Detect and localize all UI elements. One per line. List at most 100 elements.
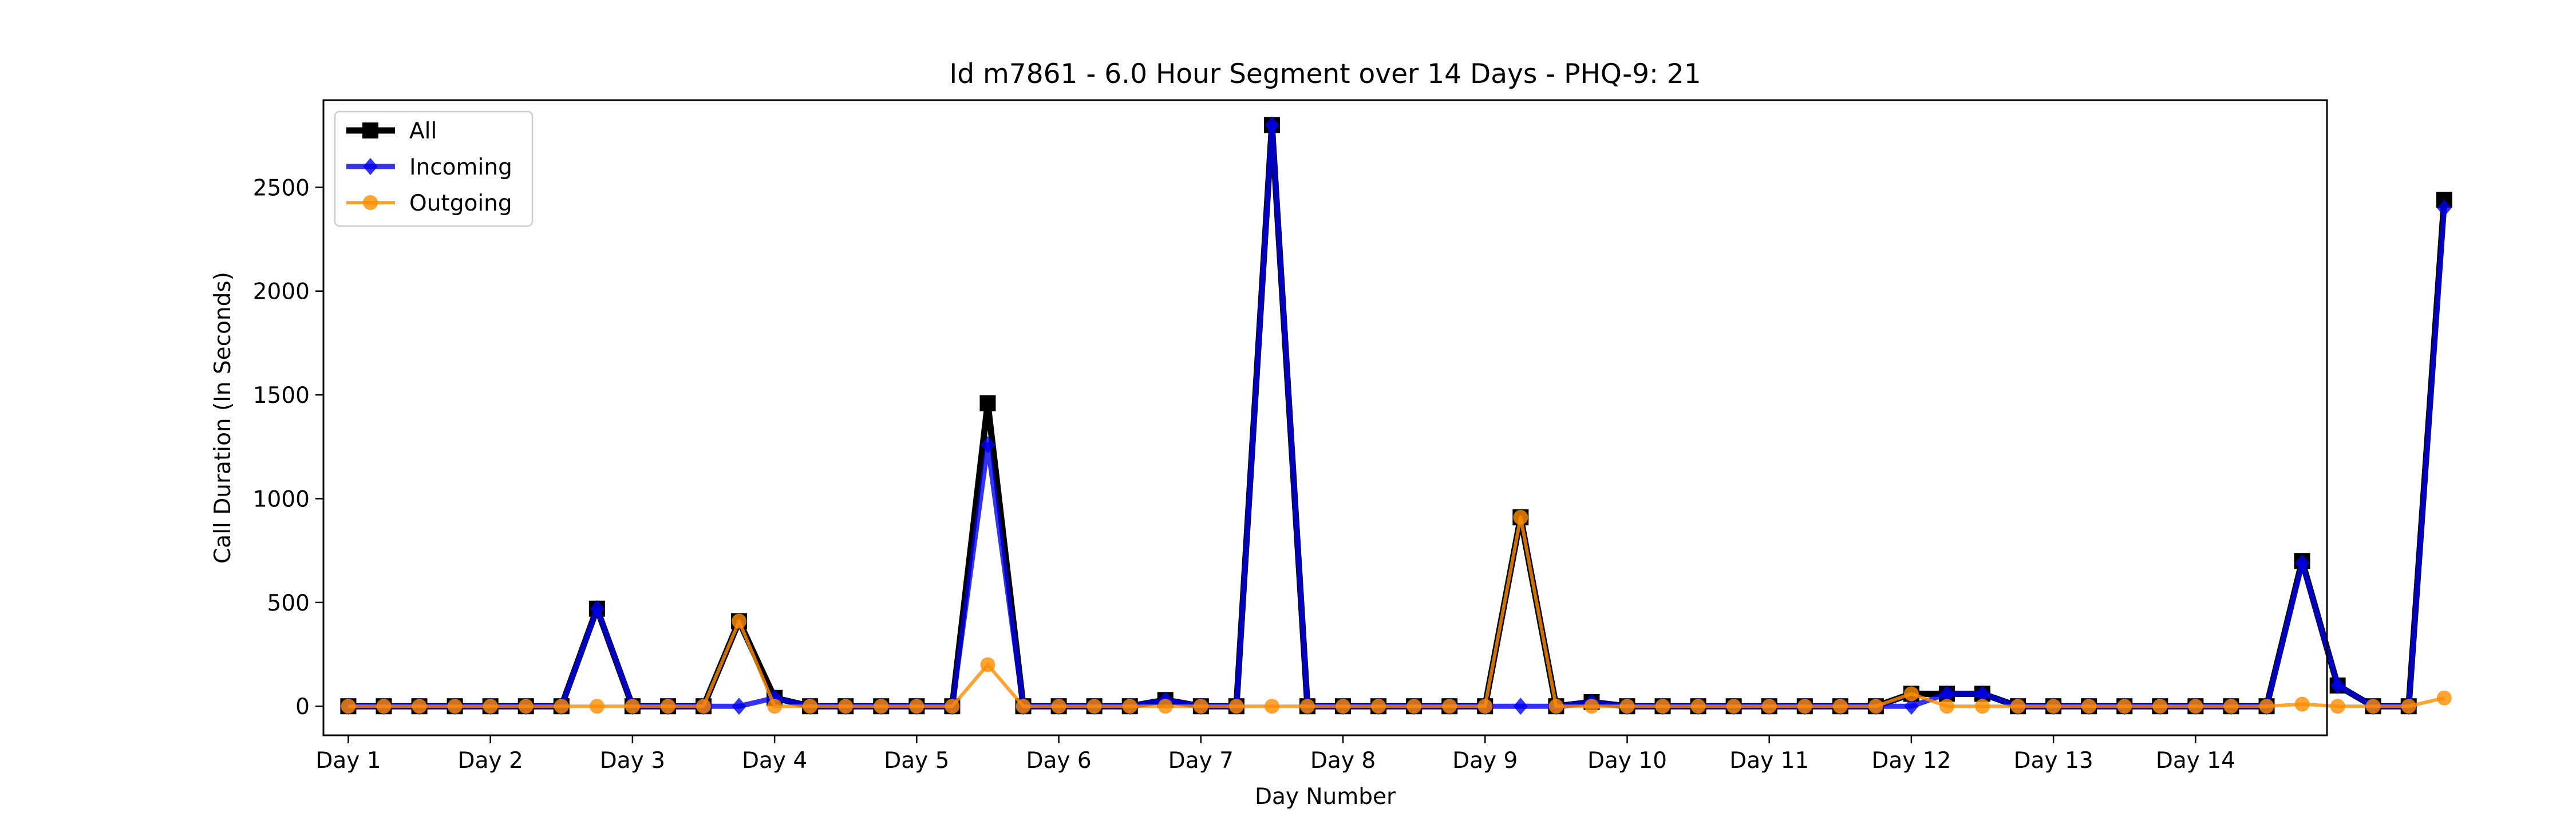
x-tick-label: Day 10 <box>1587 748 1667 774</box>
data-point-outgoing <box>1264 699 1279 714</box>
data-point-outgoing <box>732 613 747 629</box>
data-point-outgoing <box>2259 699 2274 714</box>
legend-label-incoming: Incoming <box>409 154 512 180</box>
data-point-outgoing <box>2330 699 2345 714</box>
x-tick-label: Day 11 <box>1729 748 1809 774</box>
data-point-outgoing <box>2117 699 2132 714</box>
y-tick-label: 2500 <box>253 175 310 201</box>
data-point-outgoing <box>2401 699 2416 714</box>
data-point-outgoing <box>2152 699 2168 714</box>
data-point-outgoing <box>1690 699 1706 714</box>
data-point-outgoing <box>341 699 356 714</box>
series-outgoing <box>341 510 2452 714</box>
y-axis-label: Call Duration (In Seconds) <box>210 272 236 564</box>
y-tick-label: 1500 <box>253 383 310 409</box>
data-point-outgoing <box>554 699 569 714</box>
data-point-outgoing <box>2046 699 2061 714</box>
data-point-outgoing <box>803 699 818 714</box>
x-tick-label: Day 6 <box>1026 748 1091 774</box>
data-point-outgoing <box>1477 699 1493 714</box>
legend-label-all: All <box>409 118 437 144</box>
legend-marker-incoming <box>363 158 378 175</box>
chart-title: Id m7861 - 6.0 Hour Segment over 14 Days… <box>949 58 1701 90</box>
data-point-outgoing <box>1761 699 1777 714</box>
series-layer <box>340 116 2452 715</box>
y-tick-label: 2000 <box>253 279 310 305</box>
data-point-outgoing <box>1975 699 1990 714</box>
data-point-outgoing <box>1336 699 1351 714</box>
data-point-incoming <box>980 436 995 454</box>
data-point-incoming <box>590 600 605 617</box>
x-tick-label: Day 4 <box>742 748 807 774</box>
x-tick-label: Day 13 <box>2014 748 2093 774</box>
data-point-outgoing <box>1903 686 1919 702</box>
data-point-outgoing <box>1655 699 1670 714</box>
data-point-outgoing <box>447 699 463 714</box>
legend-label-outgoing: Outgoing <box>409 191 512 216</box>
data-point-outgoing <box>767 699 783 714</box>
legend: All Incoming Outgoing <box>334 110 534 227</box>
data-point-incoming <box>1265 116 1279 134</box>
data-point-outgoing <box>412 699 427 714</box>
y-tick-label: 500 <box>267 591 310 616</box>
data-point-outgoing <box>1228 699 1244 714</box>
x-tick-label: Day 3 <box>600 748 665 774</box>
legend-frame <box>334 110 534 227</box>
data-point-incoming <box>732 698 746 715</box>
data-point-outgoing <box>2365 699 2381 714</box>
x-tick-label: Day 5 <box>884 748 949 774</box>
y-tick-label: 1000 <box>253 486 310 512</box>
x-tick-label: Day 7 <box>1168 748 1234 774</box>
data-point-outgoing <box>1442 699 1457 714</box>
x-axis-label: Day Number <box>1255 784 1396 810</box>
data-point-incoming <box>1975 685 1990 703</box>
x-axis: Day 1 Day 2 Day 3 Day 4 Day 5 Day 6 Day 7 Day 8… <box>315 735 2235 774</box>
legend-marker-all <box>362 122 378 138</box>
data-point-outgoing <box>1157 699 1173 714</box>
data-point-outgoing <box>1051 699 1066 714</box>
data-point-outgoing <box>1371 699 1386 714</box>
data-point-outgoing <box>1868 699 1883 714</box>
data-point-outgoing <box>2010 699 2026 714</box>
data-point-outgoing <box>2294 696 2310 712</box>
data-point-outgoing <box>376 699 392 714</box>
data-point-outgoing <box>518 699 534 714</box>
data-point-outgoing <box>483 699 498 714</box>
data-point-all <box>979 395 996 411</box>
data-point-outgoing <box>838 699 854 714</box>
data-point-incoming <box>1513 698 1528 715</box>
data-point-outgoing <box>2188 699 2203 714</box>
data-point-incoming <box>2437 199 2452 217</box>
y-axis: 0 500 1000 1500 2000 2500 <box>253 175 323 720</box>
data-point-outgoing <box>980 657 995 672</box>
data-point-outgoing <box>1406 699 1422 714</box>
data-point-outgoing <box>1193 699 1208 714</box>
data-point-outgoing <box>2436 690 2452 706</box>
data-point-outgoing <box>945 699 960 714</box>
data-point-outgoing <box>909 699 924 714</box>
x-tick-label: Day 1 <box>315 748 381 774</box>
data-point-outgoing <box>2223 699 2239 714</box>
data-point-outgoing <box>589 699 605 714</box>
data-point-outgoing <box>1939 699 1954 714</box>
data-point-outgoing <box>660 699 675 714</box>
x-tick-label: Day 14 <box>2156 748 2235 774</box>
data-point-outgoing <box>1584 699 1599 714</box>
y-tick-label: 0 <box>295 694 310 720</box>
x-tick-label: Day 8 <box>1310 748 1376 774</box>
x-tick-label: Day 9 <box>1452 748 1518 774</box>
data-point-outgoing <box>1086 699 1102 714</box>
data-point-outgoing <box>1797 699 1812 714</box>
data-point-outgoing <box>625 699 640 714</box>
legend-marker-outgoing <box>363 195 378 210</box>
data-point-outgoing <box>1122 699 1137 714</box>
data-point-outgoing <box>1299 699 1315 714</box>
data-point-outgoing <box>1619 699 1635 714</box>
x-tick-label: Day 2 <box>458 748 523 774</box>
data-point-outgoing <box>1548 699 1564 714</box>
data-point-incoming <box>1939 685 1954 703</box>
data-point-outgoing <box>1832 699 1848 714</box>
data-point-outgoing <box>1726 699 1741 714</box>
data-point-outgoing <box>874 699 889 714</box>
